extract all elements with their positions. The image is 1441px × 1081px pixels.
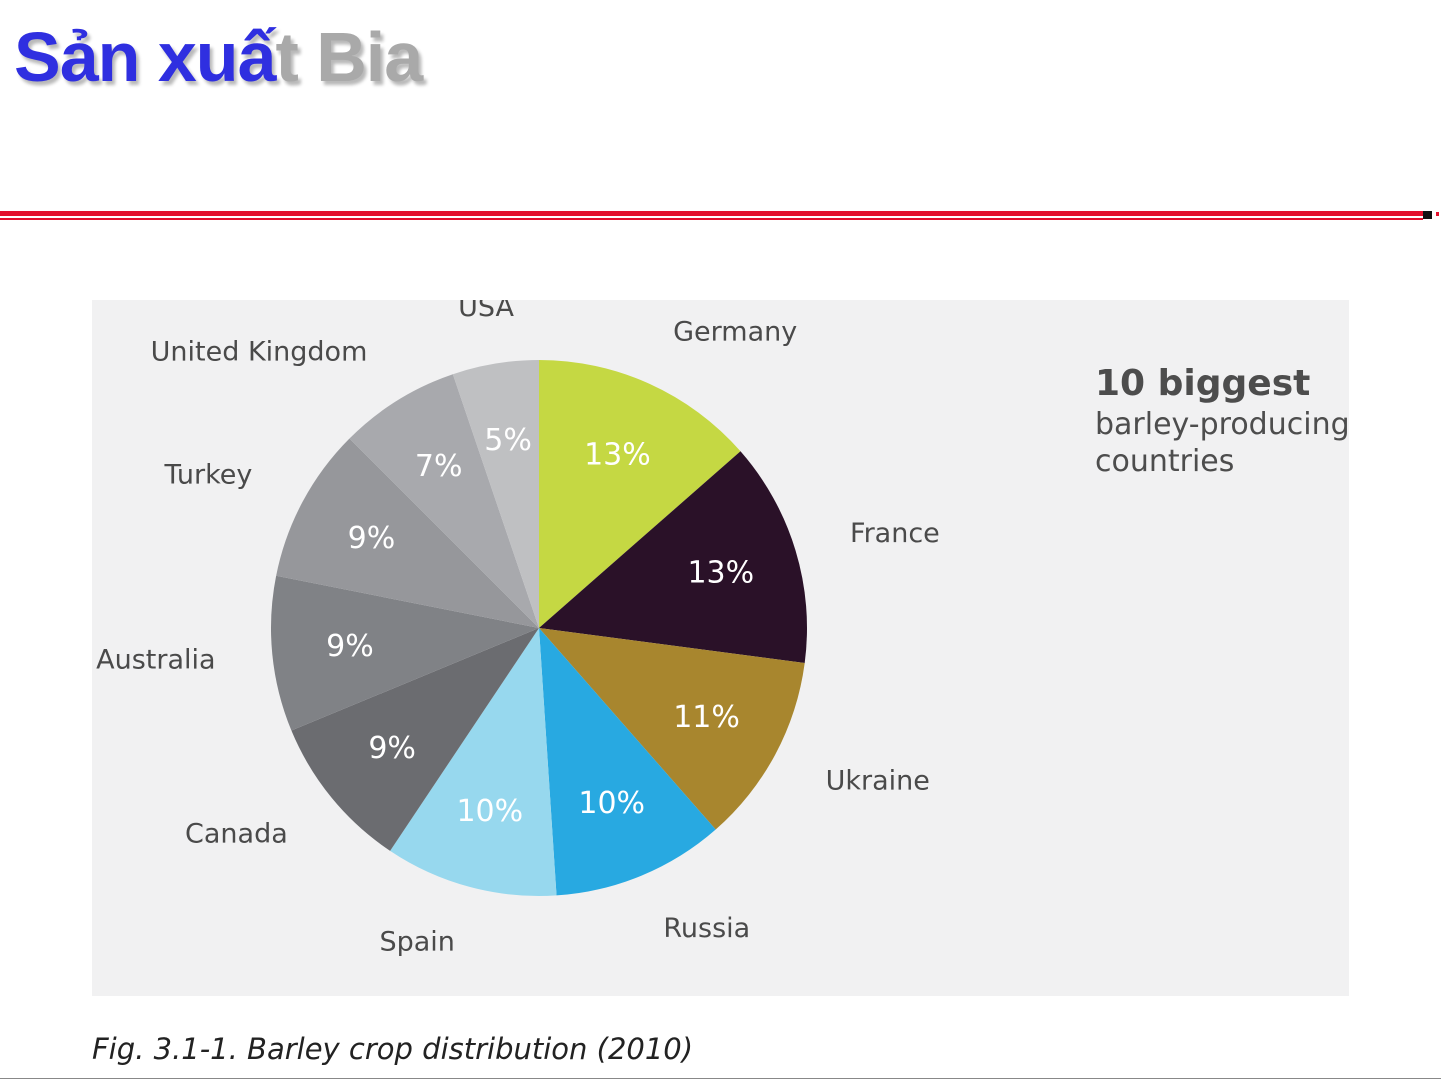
pie-category-label-spain: Spain (379, 926, 454, 957)
pie-category-label-russia: Russia (663, 913, 750, 944)
pie-chart: 13% Germany 13% France 11% Ukraine 10% Russia 10… (96, 300, 940, 957)
figure-panel: 13% Germany 13% France 11% Ukraine 10% Russia 10… (92, 300, 1350, 996)
pie-value-label-turkey: 9% (348, 521, 396, 556)
slide-title-faded: t Bia (275, 18, 423, 96)
pie-category-label-germany: Germany (673, 316, 797, 347)
chart-heading-bold: 10 biggest (1095, 363, 1311, 404)
pie-category-label-ukraine: Ukraine (826, 766, 930, 797)
pie-slice-russia (539, 628, 716, 896)
pie-slice-turkey (276, 438, 539, 628)
pie-value-label-spain: 10% (456, 794, 523, 829)
chart-heading: 10 biggest barley-producing countries (1095, 362, 1355, 480)
slide-title-primary: Sản xuấ (14, 18, 276, 96)
pie-category-label-canada: Canada (185, 819, 288, 850)
bottom-rule (0, 1078, 1441, 1079)
pie-slice-canada (291, 628, 539, 851)
pie-slice-australia (271, 575, 539, 731)
pie-slice-ukraine (539, 628, 805, 830)
slide-title: Sản xuất Bia (14, 14, 423, 100)
pie-slice-united-kingdom (349, 374, 539, 628)
chart-heading-line-2: barley-producing (1095, 407, 1350, 442)
pie-value-label-canada: 9% (368, 731, 416, 766)
pie-category-label-france: France (850, 518, 940, 549)
pie-category-label-australia: Australia (96, 644, 215, 675)
pie-slice-spain (390, 628, 557, 896)
pie-slice-france (539, 451, 807, 663)
divider-end-dot (1436, 212, 1439, 216)
pie-value-label-united-kingdom: 7% (415, 449, 463, 484)
pie-value-label-usa: 5% (484, 423, 532, 458)
title-divider (0, 211, 1423, 216)
pie-category-label-usa: USA (458, 300, 514, 323)
pie-value-label-australia: 9% (326, 629, 374, 664)
pie-slice-usa (452, 360, 539, 628)
divider-end-cap (1423, 211, 1432, 219)
pie-category-label-turkey: Turkey (164, 459, 253, 490)
title-divider-thin (0, 218, 1423, 220)
pie-value-label-ukraine: 11% (673, 700, 740, 735)
pie-slice-germany (539, 360, 741, 628)
pie-value-label-russia: 10% (578, 786, 645, 821)
chart-heading-line-3: countries (1095, 444, 1235, 479)
pie-value-label-germany: 13% (584, 437, 651, 472)
figure-caption: Fig. 3.1-1. Barley crop distribution (20… (92, 1032, 694, 1066)
pie-category-label-united-kingdom: United Kingdom (151, 337, 368, 368)
pie-value-label-france: 13% (687, 555, 754, 590)
